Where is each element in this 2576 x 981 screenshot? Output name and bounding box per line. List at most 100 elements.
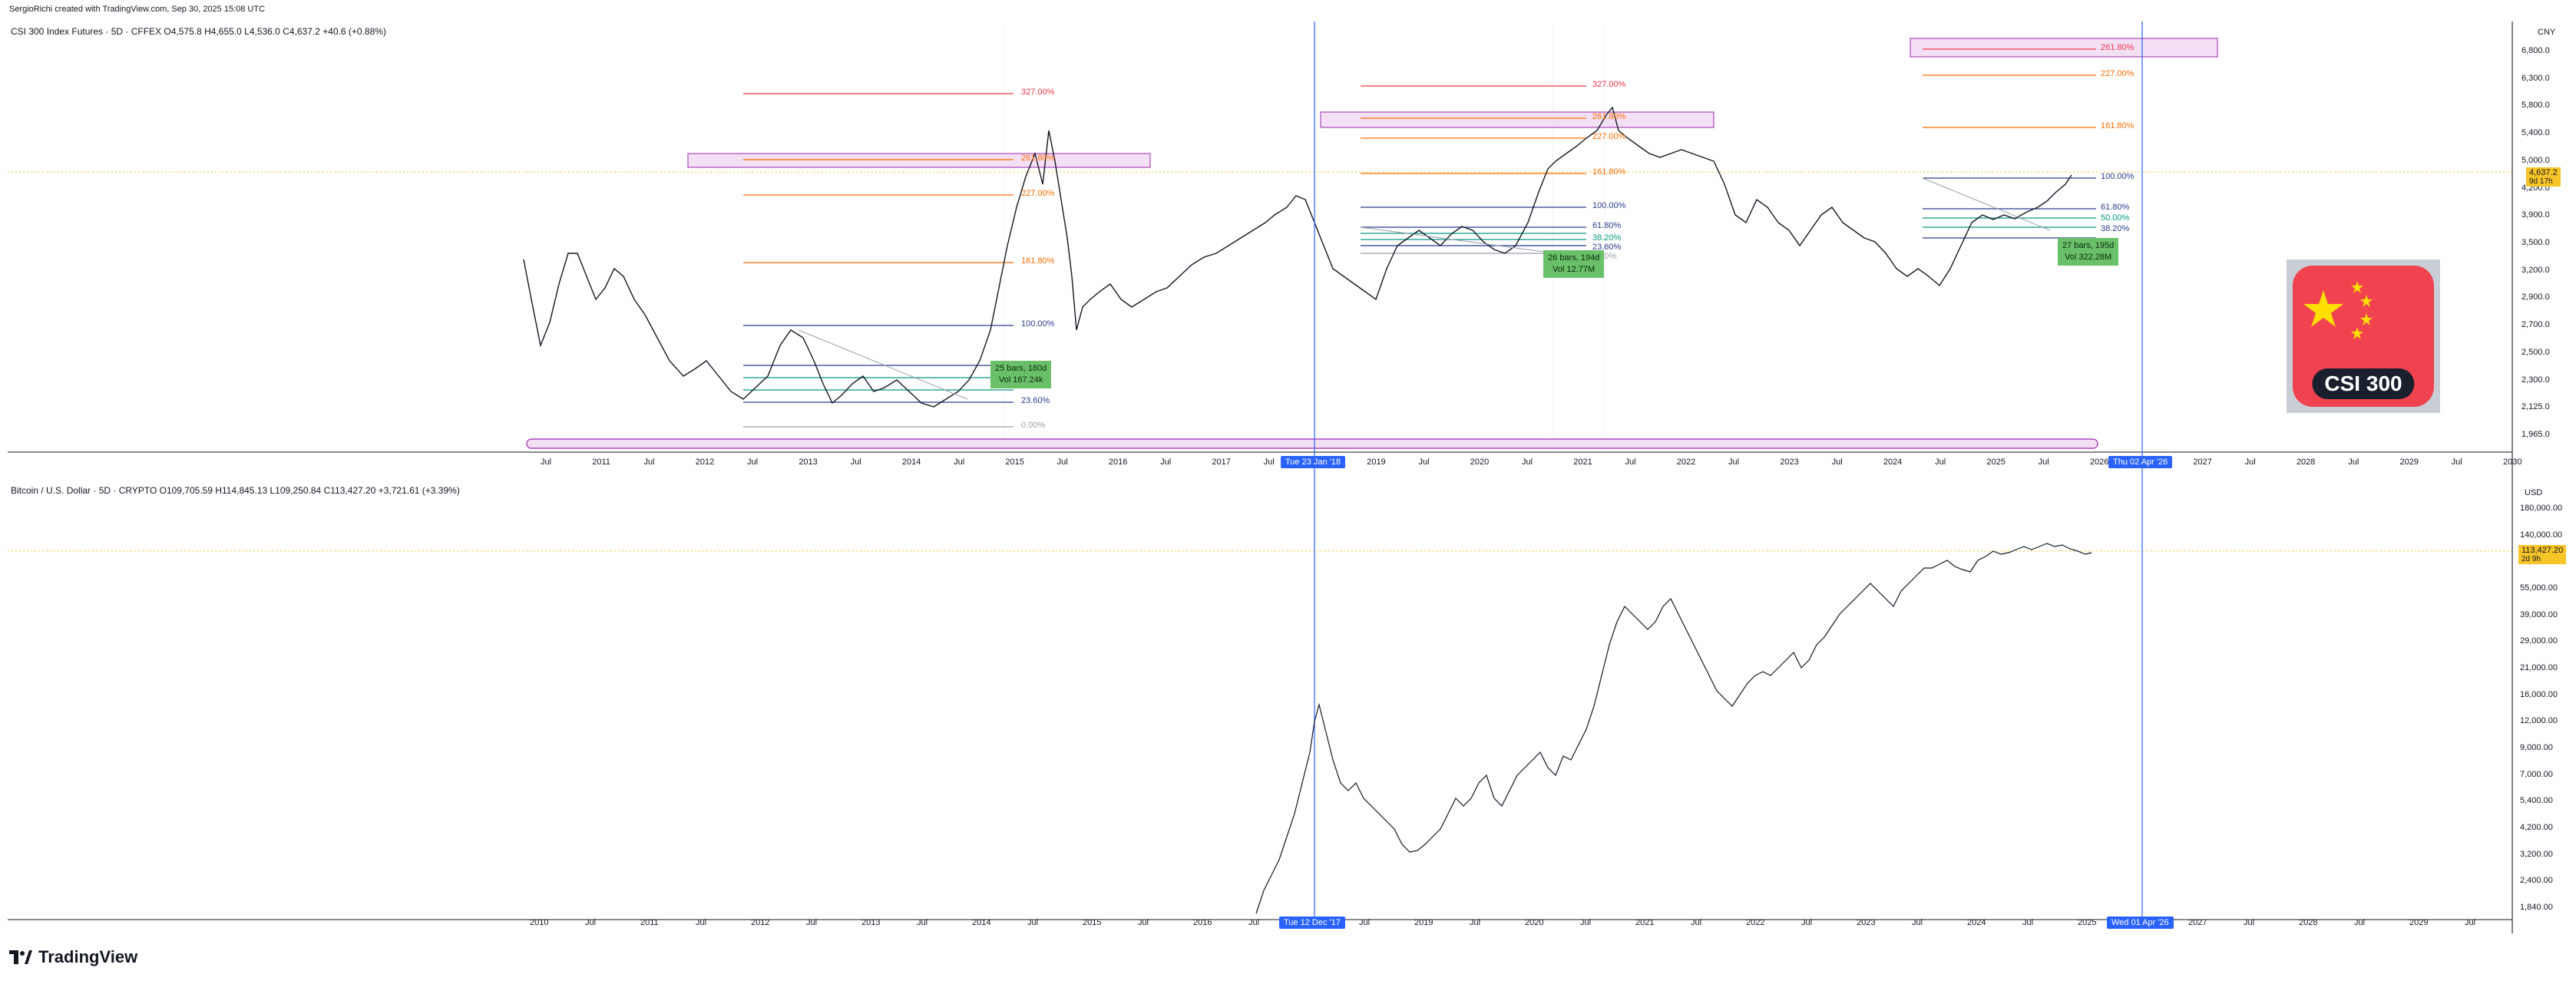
bot-time-tick: 2020: [1525, 918, 1544, 927]
event-icons-row: [526, 438, 2098, 449]
bot-time-tick: 2016: [1193, 918, 1212, 927]
tradingview-mark-icon: [9, 950, 32, 964]
bot-time-tick: 2027: [2188, 918, 2207, 927]
top-price-axis-tick: 2,300.0: [2521, 375, 2550, 385]
top-time-tick: 2023: [1780, 457, 1799, 467]
bottom-price-axis-tick: 7,000.00: [2520, 769, 2553, 779]
bot-time-tick: Jul: [917, 918, 928, 927]
top-price-axis-tick: 5,000.0: [2521, 155, 2550, 165]
tradingview-logo[interactable]: TradingView: [9, 947, 137, 967]
fib2-label-0: 327.00%: [1592, 80, 1626, 89]
fib3-label-1: 227.00%: [2101, 69, 2135, 78]
top-time-tick: 2030: [2503, 457, 2522, 467]
zone-box-1: [687, 153, 1151, 168]
range-box-2[interactable]: 26 bars, 194d Vol 12.77M: [1543, 250, 1605, 278]
top-time-tick: 2016: [1108, 457, 1128, 467]
fib2-label-1: 261.80%: [1592, 112, 1626, 121]
bottom-price-axis-tick: 1,840.00: [2520, 903, 2553, 912]
fib1-label-0: 327.00%: [1021, 88, 1055, 97]
top-time-tick: 2011: [592, 457, 610, 467]
bot-time-tick: Jul: [696, 918, 707, 927]
top-price-axis-tick: 2,700.0: [2521, 320, 2550, 330]
bottom-price-axis-tick: 2,400.00: [2520, 876, 2553, 886]
bot-time-tick: 2010: [530, 918, 549, 927]
fib2-label-3: 161.80%: [1592, 167, 1626, 177]
bot-time-tick: 2022: [1746, 918, 1765, 927]
top-cursor-date-right: Thu 02 Apr '26: [2108, 456, 2173, 468]
top-time-tick: Jul: [1728, 457, 1740, 467]
fib2-label-2: 227.00%: [1592, 132, 1626, 141]
bot-time-tick: Jul: [585, 918, 597, 927]
top-time-tick: Jul: [954, 457, 965, 467]
bot-time-tick: Jul: [2465, 918, 2476, 927]
bot-time-tick: 2011: [640, 918, 659, 927]
bottom-last-price-countdown: 2d 9h: [2521, 555, 2541, 563]
china-flag-icon: CSI 300: [2293, 266, 2434, 407]
top-pane-title[interactable]: CSI 300 Index Futures · 5D · CFFEX O4,57…: [11, 26, 386, 37]
bot-time-tick: Jul: [1691, 918, 1702, 927]
range-box-1-bars: 25 bars, 180d: [995, 364, 1047, 373]
csi300-logo-card: CSI 300: [2287, 259, 2440, 413]
range-box-1[interactable]: 25 bars, 180d Vol 167.24k: [990, 361, 1052, 388]
top-time-tick: 2014: [901, 457, 921, 467]
bot-time-tick: 2013: [861, 918, 881, 927]
bot-time-tick: Jul: [1138, 918, 1149, 927]
tradingview-brand-text: TradingView: [38, 947, 138, 966]
top-time-tick: Jul: [747, 457, 759, 467]
fib1-label-5: 23.60%: [1021, 396, 1050, 405]
fib1-label-3: 161.80%: [1021, 256, 1055, 266]
bot-time-tick: Jul: [1801, 918, 1813, 927]
bottom-cursor-date-left: Tue 12 Dec '17: [1279, 917, 1345, 929]
bot-time-tick: 2012: [751, 918, 770, 927]
bot-time-tick: Jul: [2022, 918, 2034, 927]
top-time-tick: Jul: [1522, 457, 1533, 467]
bottom-pane-title[interactable]: Bitcoin / U.S. Dollar · 5D · CRYPTO O109…: [11, 485, 460, 496]
top-price-axis-tick: 5,400.0: [2521, 128, 2550, 138]
bot-time-tick: 2014: [972, 918, 991, 927]
top-pane-currency[interactable]: CNY: [2538, 28, 2556, 37]
top-time-tick: Jul: [1831, 457, 1843, 467]
zone-box-2: [1320, 111, 1715, 128]
top-last-price-countdown: 9d 17h: [2529, 177, 2553, 186]
bot-time-tick: Jul: [2244, 918, 2255, 927]
range-box-3[interactable]: 27 bars, 195d Vol 322.28M: [2058, 238, 2119, 266]
bot-time-tick: Jul: [1912, 918, 1923, 927]
bot-time-tick: Jul: [2354, 918, 2366, 927]
top-time-tick: 2024: [1883, 457, 1903, 467]
top-price-axis-tick: 3,500.0: [2521, 238, 2550, 247]
bottom-price-axis-tick: 29,000.00: [2520, 636, 2558, 646]
fib3-label-4: 61.80%: [2101, 203, 2130, 212]
top-time-tick: Jul: [1935, 457, 1946, 467]
top-time-tick: Jul: [2244, 457, 2256, 467]
top-time-tick: 2019: [1367, 457, 1386, 467]
bottom-price-axis-tick: 3,200.00: [2520, 849, 2553, 859]
top-time-tick: 2027: [2193, 457, 2212, 467]
fib1-label-6: 0.00%: [1021, 421, 1046, 430]
bottom-price-axis-tick: 4,200.00: [2520, 823, 2553, 832]
top-price-axis-tick: 6,300.0: [2521, 73, 2550, 83]
bottom-price-axis-tick: 12,000.00: [2520, 716, 2558, 726]
fib1-label-2: 227.00%: [1021, 189, 1055, 198]
top-time-tick: 2022: [1676, 457, 1696, 467]
top-price-axis-tick: 2,500.0: [2521, 347, 2550, 357]
fib2-label-7: 23.60%: [1592, 243, 1622, 252]
top-time-tick: Jul: [643, 457, 655, 467]
top-time-tick: Jul: [1057, 457, 1068, 467]
bot-time-tick: 2019: [1414, 918, 1433, 927]
bot-time-tick: Jul: [1470, 918, 1481, 927]
top-last-price-tag: 4,637.2 9d 17h: [2526, 167, 2561, 187]
fib3-label-2: 161.80%: [2101, 121, 2135, 130]
top-time-tick: 2017: [1212, 457, 1231, 467]
fib1-label-1: 261.80%: [1021, 154, 1055, 163]
bottom-pane-currency[interactable]: USD: [2525, 488, 2543, 497]
range-box-2-bars: 26 bars, 194d: [1548, 253, 1600, 263]
bottom-price-axis-tick: 55,000.00: [2520, 583, 2558, 593]
top-price-axis-tick: 2,900.0: [2521, 292, 2550, 302]
top-time-tick: Jul: [541, 457, 552, 467]
bottom-last-price-tag: 113,427.20 2d 9h: [2518, 545, 2567, 564]
top-price-axis-tick: 5,800.0: [2521, 101, 2550, 111]
bottom-last-price: 113,427.20: [2521, 546, 2564, 555]
top-time-tick: Jul: [1625, 457, 1636, 467]
top-time-tick: 2013: [799, 457, 818, 467]
